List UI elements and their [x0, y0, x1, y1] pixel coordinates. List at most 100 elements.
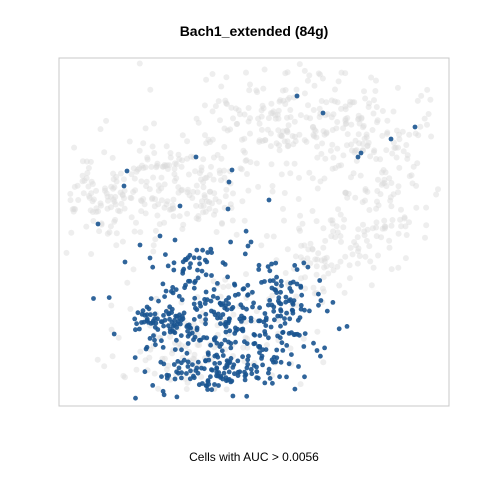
highlighted-cell-point [225, 206, 231, 212]
background-cell-point [337, 211, 344, 218]
background-cell-point [172, 160, 178, 167]
background-cell-point [167, 154, 174, 161]
background-cell-point [335, 162, 342, 169]
background-cell-point [342, 103, 349, 110]
background-cell-point [167, 150, 174, 156]
background-cell-point [169, 202, 176, 209]
highlighted-cell-point [201, 366, 207, 372]
background-cell-point [327, 147, 334, 154]
highlighted-cell-point [190, 362, 195, 367]
background-cell-point [346, 262, 353, 269]
background-cell-point [278, 133, 285, 140]
background-cell-point [368, 282, 375, 289]
background-cell-point [253, 87, 260, 94]
background-cell-point [290, 141, 297, 148]
background-cell-point [398, 223, 405, 230]
background-cell-point [220, 284, 227, 290]
highlighted-cell-point [194, 327, 200, 333]
background-cell-point [237, 111, 243, 118]
background-cell-point [71, 205, 77, 212]
highlighted-cell-point [148, 312, 153, 318]
background-cell-point [140, 196, 147, 202]
background-cell-point [140, 140, 147, 147]
background-cell-point [171, 165, 178, 172]
background-cell-point [395, 189, 401, 196]
highlighted-cell-point [162, 294, 168, 299]
highlighted-cell-point [292, 386, 298, 392]
background-cell-point [410, 163, 417, 170]
background-cell-point [206, 205, 213, 212]
background-cell-point [202, 132, 208, 139]
background-cell-point [319, 285, 326, 292]
highlighted-cell-point [294, 281, 300, 287]
highlighted-cell-point [150, 264, 156, 270]
background-cell-point [241, 217, 248, 224]
background-cell-point [301, 90, 308, 97]
background-cell-point [323, 130, 330, 137]
background-cell-point [373, 104, 380, 110]
background-cell-point [190, 321, 197, 328]
background-cell-point [164, 198, 171, 205]
background-cell-point [209, 200, 215, 207]
background-cell-point [292, 133, 298, 140]
highlighted-cell-point [137, 326, 142, 332]
highlighted-cell-point [260, 362, 265, 368]
background-cell-point [175, 184, 182, 191]
highlighted-cell-point [132, 316, 138, 322]
background-cell-point [317, 71, 323, 78]
background-cell-point [369, 225, 376, 232]
background-cell-point [324, 111, 331, 118]
background-cell-point [414, 97, 421, 104]
highlighted-cell-point [178, 333, 184, 338]
background-cell-point [108, 302, 115, 309]
background-cell-point [194, 341, 201, 348]
highlighted-cell-point [151, 333, 156, 338]
highlighted-cell-point [324, 308, 330, 314]
highlighted-cell-point [257, 305, 262, 311]
highlighted-cell-point [152, 311, 158, 317]
background-cell-point [358, 115, 365, 122]
background-cell-point [330, 111, 337, 118]
highlighted-cell-point [217, 344, 223, 349]
background-cell-point [341, 289, 348, 296]
background-cell-point [242, 334, 249, 341]
highlighted-cell-point [262, 279, 267, 284]
background-cell-point [409, 180, 416, 187]
background-cell-point [323, 254, 330, 261]
highlighted-cell-point [133, 327, 138, 333]
background-cell-point [212, 196, 219, 203]
highlighted-cell-point [197, 314, 203, 319]
background-cell-point [384, 130, 391, 137]
highlighted-cell-point [305, 264, 311, 270]
background-cell-point [209, 71, 216, 77]
background-cell-point [330, 228, 337, 235]
background-cell-point [163, 201, 170, 208]
highlighted-cell-point [194, 247, 200, 253]
background-cell-point [350, 170, 357, 177]
background-cell-point [200, 203, 207, 209]
highlighted-cell-point [195, 267, 200, 273]
background-cell-point [322, 155, 329, 162]
highlighted-cell-point [273, 260, 279, 266]
highlighted-cell-point [184, 350, 190, 356]
background-cell-point [263, 233, 270, 239]
highlighted-cell-point [274, 281, 279, 287]
highlighted-cell-point [278, 289, 283, 295]
highlighted-cell-point [257, 333, 263, 338]
background-cell-point [247, 115, 253, 122]
background-cell-point [275, 127, 282, 134]
highlighted-cell-point [257, 350, 262, 355]
background-cell-point [313, 271, 320, 278]
background-cell-point [179, 157, 186, 164]
background-cell-point [282, 70, 289, 77]
background-cell-point [149, 143, 156, 150]
background-cell-point [130, 266, 137, 273]
background-cell-point [193, 182, 200, 189]
background-cell-point [408, 172, 415, 179]
background-cell-point [348, 141, 355, 148]
background-cell-point [112, 193, 119, 200]
background-cell-point [289, 133, 296, 139]
highlighted-cell-point [216, 383, 221, 388]
background-cell-point [374, 188, 381, 194]
background-cell-point [273, 140, 280, 147]
